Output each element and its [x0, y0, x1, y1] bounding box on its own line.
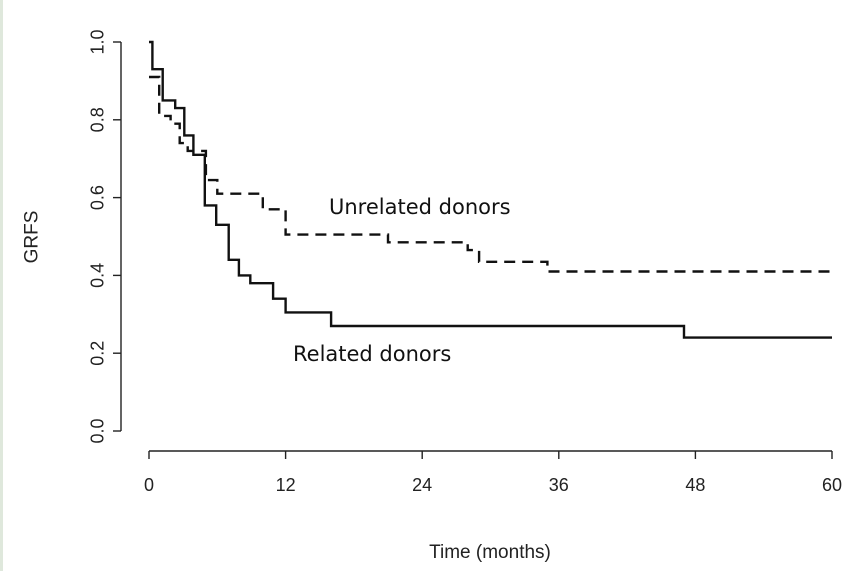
x-tick-label: 0 [144, 475, 154, 495]
x-tick-label: 12 [276, 475, 296, 495]
y-axis: 0.0 0.2 0.4 0.6 0.8 1.0 [87, 29, 122, 444]
annotation-unrelated-donors: Unrelated donors [329, 195, 511, 219]
series-line-related-donors [149, 40, 832, 339]
y-tick-label: 0.6 [87, 185, 107, 210]
x-tick-label: 24 [412, 475, 432, 495]
y-tick-label: 0.8 [87, 107, 107, 132]
x-tick-label: 36 [549, 475, 569, 495]
x-axis-title: Time (months) [429, 542, 551, 563]
page-left-border [0, 0, 3, 571]
y-axis-title: GRFS [22, 211, 43, 264]
x-axis: 0 12 24 36 48 60 [144, 450, 842, 495]
series-layer [149, 40, 832, 339]
annotation-related-donors: Related donors [293, 342, 451, 366]
x-tick-label: 48 [685, 475, 705, 495]
series-line-unrelated-donors [149, 75, 832, 273]
y-tick-label: 0.4 [87, 263, 107, 288]
y-tick-label: 0.2 [87, 341, 107, 366]
y-tick-label: 0.0 [87, 418, 107, 443]
x-tick-label: 60 [822, 475, 842, 495]
y-tick-label: 1.0 [87, 29, 107, 54]
